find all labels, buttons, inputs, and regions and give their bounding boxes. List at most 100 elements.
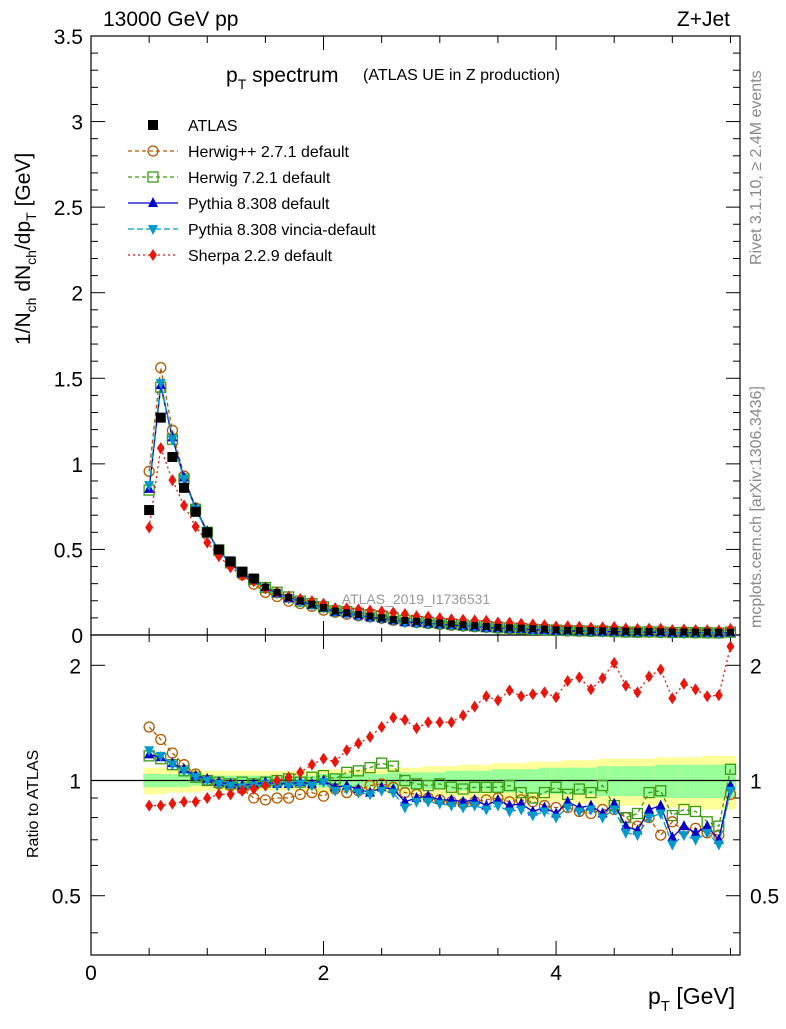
legend-marker [148,120,158,130]
ratio-data-point [272,781,283,792]
x-tick-label: 4 [550,962,562,985]
ratio-data-point [516,805,527,816]
x-tick-label: 2 [318,962,330,985]
ratio-data-point [726,640,735,653]
ratio-data-point [691,683,700,696]
ratio-data-point [295,779,306,790]
ratio-data-point [527,792,539,804]
ratio-data-point [666,809,678,822]
main-data-point [179,474,190,485]
ratio-data-point [331,755,340,768]
atlas-data-point [190,506,201,517]
ratio-data-point [505,684,514,697]
title-sub-t: T [238,76,247,92]
ratio-data-point [458,795,469,806]
ratio-data-point [645,670,654,683]
atlas-data-point [308,600,316,608]
ratio-data-point [550,781,562,793]
ratio-data-point [689,805,702,818]
ratio-data-point [470,700,479,713]
atlas-data-point [633,627,641,635]
ratio-data-point [352,765,365,777]
main-data-point [144,481,155,492]
legend-label: Sherpa 2.2.9 default [188,248,333,265]
ratio-data-point [271,792,283,804]
ratio-y-tick-label: 0.5 [52,886,81,909]
ratio-data-point [179,766,190,777]
ratio-data-point [702,828,713,839]
ratio-data-point [575,671,584,684]
ratio-data-point [317,790,330,802]
legend-label: Pythia 8.308 default [188,196,330,213]
ratio-data-point [156,799,165,812]
ratio-data-point [445,781,458,793]
ratio-data-point [503,779,516,792]
atlas-data-point [144,505,155,516]
ratio-data-point [562,795,573,806]
ratio-y-tick-label-right: 0.5 [750,886,779,909]
ratio-data-point [563,674,572,687]
main-data-point [156,442,165,455]
ratio-data-point [668,692,677,705]
main-y-ticks: 0 0.5 1 1.5 2 2.5 3 3.5 [54,26,740,648]
atlas-data-point [482,622,490,630]
ratio-data-point [469,793,480,804]
main-title: pT spectrum (ATLAS UE in Z production) [226,64,560,92]
ratio-data-point [446,801,457,812]
ratio-data-point [538,786,551,799]
ratio-data-point [655,799,666,810]
main-data-point [180,499,189,512]
ratio-data-point [609,805,620,816]
ratio-data-point [435,716,444,729]
atlas-data-point [261,583,269,591]
ratio-data-point [238,784,247,797]
ratio-data-point [655,809,666,820]
atlas-data-point [167,452,178,463]
atlas-data-point [575,627,583,635]
ratio-data-point [596,779,609,792]
ratio-data-point [632,831,643,842]
ratio-data-point [306,781,317,792]
atlas-data-point [715,628,723,636]
ratio-data-point [724,763,737,775]
ratio-data-point [225,781,236,792]
ratio-data-point [504,807,515,818]
band-green [631,766,644,797]
ratio-data-point [249,783,258,796]
ratio-data-point [621,679,630,692]
main-data-point [155,378,166,389]
ratio-data-point [273,774,282,787]
atlas-data-point [564,626,572,634]
ratio-data-point [656,663,665,676]
ratio-data-point [517,690,526,703]
atlas-data-point [459,621,467,629]
main-data-point [389,606,398,619]
atlas-data-point [296,597,304,605]
atlas-data-point [213,544,224,555]
title-word: spectrum [246,64,338,87]
ratio-data-point [410,778,423,790]
legend-marker [149,249,157,261]
main-data-point [145,521,154,534]
ratio-data-point [552,691,561,704]
ratio-data-point [424,716,433,729]
atlas-data-point [424,618,432,626]
ratio-frame [90,634,741,956]
legend-label: Herwig++ 2.7.1 default [188,144,350,161]
atlas-data-point [645,628,653,636]
atlas-data-point [378,614,386,622]
ratio-data-point [399,774,411,787]
ratio-data-point [342,744,351,757]
ratio-data-point [180,795,189,808]
ratio-data-point [690,835,701,846]
ratio-data-point [493,694,502,707]
ratio-data-point [574,807,585,818]
ratio-data-point [330,786,341,797]
x-ticks: 0 2 4 [85,36,731,985]
atlas-data-point [273,588,281,596]
atlas-data-point [331,607,339,615]
ratio-y-tick-label-right: 2 [750,655,762,678]
ratio-data-point [586,683,595,696]
